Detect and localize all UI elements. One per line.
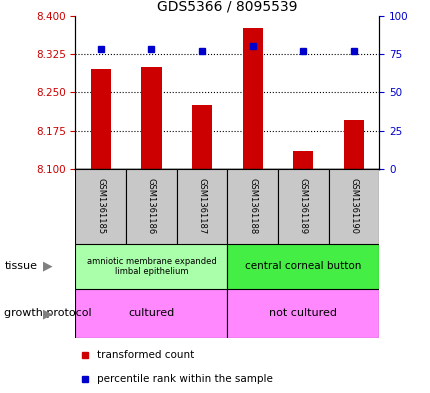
Text: GSM1361189: GSM1361189	[298, 178, 307, 234]
Bar	[343, 120, 363, 169]
FancyBboxPatch shape	[75, 244, 227, 289]
Text: GSM1361187: GSM1361187	[197, 178, 206, 235]
FancyBboxPatch shape	[227, 169, 277, 244]
Text: GSM1361186: GSM1361186	[147, 178, 156, 235]
Text: not cultured: not cultured	[269, 309, 337, 318]
FancyBboxPatch shape	[75, 169, 126, 244]
Bar	[292, 151, 313, 169]
Text: GSM1361185: GSM1361185	[96, 178, 105, 234]
Text: cultured: cultured	[128, 309, 174, 318]
Text: growth protocol: growth protocol	[4, 309, 92, 318]
Bar	[90, 69, 111, 169]
FancyBboxPatch shape	[277, 169, 328, 244]
Text: GSM1361190: GSM1361190	[349, 178, 358, 234]
Text: transformed count: transformed count	[96, 350, 194, 360]
Text: central corneal button: central corneal button	[245, 261, 361, 271]
Text: GSM1361188: GSM1361188	[248, 178, 257, 235]
Text: tissue: tissue	[4, 261, 37, 271]
Text: percentile rank within the sample: percentile rank within the sample	[96, 374, 272, 384]
Text: ▶: ▶	[43, 307, 52, 320]
FancyBboxPatch shape	[75, 289, 227, 338]
Text: amniotic membrane expanded
limbal epithelium: amniotic membrane expanded limbal epithe…	[86, 257, 216, 276]
FancyBboxPatch shape	[328, 169, 378, 244]
FancyBboxPatch shape	[126, 169, 176, 244]
Bar	[141, 67, 161, 169]
Bar	[191, 105, 212, 169]
Bar	[242, 28, 262, 169]
Title: GDS5366 / 8095539: GDS5366 / 8095539	[157, 0, 297, 13]
FancyBboxPatch shape	[227, 244, 378, 289]
FancyBboxPatch shape	[176, 169, 227, 244]
FancyBboxPatch shape	[227, 289, 378, 338]
Text: ▶: ▶	[43, 260, 52, 273]
